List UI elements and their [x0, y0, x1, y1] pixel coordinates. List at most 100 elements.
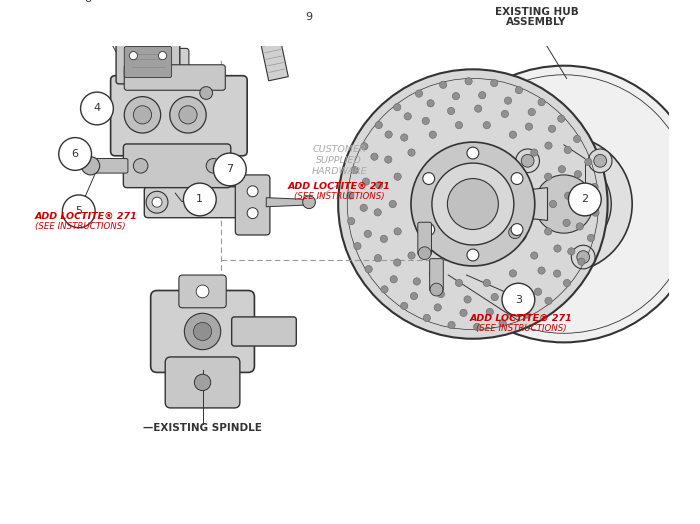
FancyBboxPatch shape	[418, 222, 431, 255]
Circle shape	[434, 304, 442, 311]
Text: ADD LOCTITE® 271: ADD LOCTITE® 271	[470, 313, 573, 322]
Circle shape	[193, 322, 211, 341]
Circle shape	[371, 153, 378, 160]
Text: 7: 7	[226, 165, 233, 174]
Circle shape	[183, 183, 216, 216]
Circle shape	[447, 107, 455, 115]
Text: ASSEMBLY: ASSEMBLY	[506, 17, 567, 27]
Circle shape	[501, 111, 508, 117]
Circle shape	[510, 270, 517, 277]
Circle shape	[360, 143, 368, 150]
Circle shape	[594, 155, 606, 167]
Circle shape	[404, 113, 412, 120]
Circle shape	[390, 276, 398, 283]
Text: 2: 2	[581, 194, 589, 204]
Circle shape	[545, 142, 552, 149]
Circle shape	[380, 235, 388, 243]
Circle shape	[146, 191, 168, 213]
Circle shape	[389, 200, 396, 208]
Circle shape	[426, 66, 700, 342]
Circle shape	[196, 285, 209, 298]
Text: CUSTOMER: CUSTOMER	[312, 145, 366, 154]
Circle shape	[385, 131, 392, 138]
Circle shape	[440, 81, 447, 89]
Circle shape	[430, 283, 443, 296]
Circle shape	[545, 173, 552, 180]
Circle shape	[511, 172, 523, 184]
Circle shape	[528, 108, 536, 116]
Circle shape	[170, 96, 206, 133]
Circle shape	[424, 314, 430, 322]
FancyBboxPatch shape	[125, 65, 225, 90]
Circle shape	[411, 142, 535, 266]
Circle shape	[415, 90, 423, 97]
Circle shape	[563, 219, 570, 226]
Circle shape	[134, 159, 148, 173]
Text: (SEE INSTRUCTIONS): (SEE INSTRUCTIONS)	[294, 192, 384, 201]
Circle shape	[375, 122, 382, 129]
Circle shape	[578, 196, 586, 204]
Circle shape	[554, 245, 561, 252]
Circle shape	[410, 292, 418, 300]
Circle shape	[423, 172, 435, 184]
Circle shape	[558, 166, 566, 173]
Circle shape	[515, 86, 523, 94]
Circle shape	[393, 259, 401, 266]
Circle shape	[338, 69, 608, 339]
Circle shape	[374, 255, 382, 262]
Circle shape	[523, 311, 531, 318]
Circle shape	[455, 122, 463, 129]
Text: ADD LOCTITE® 271: ADD LOCTITE® 271	[288, 181, 391, 190]
Circle shape	[467, 249, 479, 261]
Circle shape	[360, 204, 368, 212]
Text: —EXISTING SPINDLE: —EXISTING SPINDLE	[143, 423, 262, 433]
Text: 5: 5	[76, 206, 83, 216]
Circle shape	[247, 186, 258, 196]
Text: 6: 6	[71, 149, 78, 159]
Text: 8: 8	[84, 0, 92, 4]
Text: 3: 3	[515, 294, 522, 304]
Circle shape	[564, 279, 570, 287]
FancyBboxPatch shape	[125, 47, 172, 78]
Circle shape	[152, 197, 162, 207]
Circle shape	[554, 270, 561, 277]
Circle shape	[400, 134, 408, 141]
Circle shape	[510, 131, 517, 138]
Circle shape	[483, 279, 491, 287]
Circle shape	[62, 195, 95, 228]
FancyBboxPatch shape	[165, 357, 240, 408]
Circle shape	[535, 175, 593, 233]
Circle shape	[374, 209, 382, 216]
Circle shape	[394, 228, 401, 235]
Circle shape	[429, 270, 437, 277]
Circle shape	[195, 374, 211, 390]
Circle shape	[447, 179, 498, 230]
Circle shape	[491, 293, 498, 301]
Circle shape	[381, 286, 388, 293]
Text: ADD LOCTITE® 271: ADD LOCTITE® 271	[35, 211, 138, 221]
Circle shape	[512, 301, 519, 309]
Text: (SEE INSTRUCTIONS): (SEE INSTRUCTIONS)	[35, 222, 126, 231]
Circle shape	[503, 221, 527, 244]
Circle shape	[564, 192, 572, 199]
Circle shape	[452, 93, 460, 100]
Circle shape	[574, 171, 582, 178]
Text: 1: 1	[196, 194, 203, 204]
Circle shape	[531, 252, 538, 259]
Circle shape	[179, 106, 197, 124]
Circle shape	[206, 159, 220, 173]
Circle shape	[511, 224, 523, 235]
Circle shape	[134, 106, 152, 124]
Circle shape	[499, 320, 506, 327]
Text: EXISTING HUB: EXISTING HUB	[495, 6, 578, 17]
FancyBboxPatch shape	[232, 317, 296, 346]
Circle shape	[545, 297, 552, 304]
Circle shape	[464, 296, 471, 303]
Circle shape	[531, 149, 538, 156]
Circle shape	[465, 78, 472, 85]
Circle shape	[375, 181, 383, 189]
Circle shape	[81, 157, 99, 175]
Circle shape	[429, 131, 437, 138]
FancyBboxPatch shape	[86, 159, 128, 173]
Circle shape	[545, 228, 552, 235]
